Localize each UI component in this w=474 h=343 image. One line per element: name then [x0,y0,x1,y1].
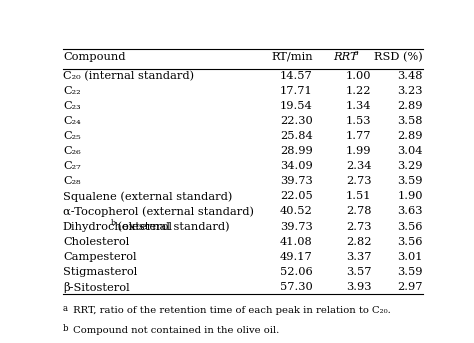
Text: 25.84: 25.84 [280,131,313,141]
Text: C₂₃: C₂₃ [63,101,81,111]
Text: 3.01: 3.01 [397,252,423,262]
Text: 28.99: 28.99 [280,146,313,156]
Text: 3.93: 3.93 [346,282,372,292]
Text: 1.00: 1.00 [346,71,372,81]
Text: RT/min: RT/min [271,52,313,62]
Text: 34.09: 34.09 [280,161,313,172]
Text: 3.58: 3.58 [397,116,423,126]
Text: 22.05: 22.05 [280,191,313,201]
Text: 2.89: 2.89 [397,101,423,111]
Text: 3.04: 3.04 [397,146,423,156]
Text: Stigmasterol: Stigmasterol [63,267,137,277]
Text: Squalene (external standard): Squalene (external standard) [63,191,232,202]
Text: 3.37: 3.37 [346,252,372,262]
Text: Dihydrocholesterol: Dihydrocholesterol [63,222,173,232]
Text: 22.30: 22.30 [280,116,313,126]
Text: a: a [63,304,68,313]
Text: 41.08: 41.08 [280,237,313,247]
Text: 39.73: 39.73 [280,176,313,186]
Text: Compound: Compound [63,52,126,62]
Text: 57.30: 57.30 [280,282,313,292]
Text: 1.77: 1.77 [346,131,372,141]
Text: 3.63: 3.63 [397,206,423,216]
Text: Cholesterol: Cholesterol [63,237,129,247]
Text: 2.78: 2.78 [346,206,372,216]
Text: 2.82: 2.82 [346,237,372,247]
Text: C₂₈: C₂₈ [63,176,81,186]
Text: 19.54: 19.54 [280,101,313,111]
Text: 3.56: 3.56 [397,222,423,232]
Text: RRT, ratio of the retention time of each peak in relation to C₂₀.: RRT, ratio of the retention time of each… [70,306,390,315]
Text: α-Tocopherol (external standard): α-Tocopherol (external standard) [63,206,254,217]
Text: C₂₇: C₂₇ [63,161,81,172]
Text: 3.59: 3.59 [397,176,423,186]
Text: 49.17: 49.17 [280,252,313,262]
Text: 39.73: 39.73 [280,222,313,232]
Text: 3.56: 3.56 [397,237,423,247]
Text: a: a [354,49,358,57]
Text: 3.29: 3.29 [397,161,423,172]
Text: RSD (%): RSD (%) [374,52,423,62]
Text: 40.52: 40.52 [280,206,313,216]
Text: 2.89: 2.89 [397,131,423,141]
Text: Compound not contained in the olive oil.: Compound not contained in the olive oil. [70,326,279,335]
Text: RRT: RRT [333,52,358,62]
Text: Campesterol: Campesterol [63,252,137,262]
Text: 3.23: 3.23 [397,86,423,96]
Text: 1.90: 1.90 [397,191,423,201]
Text: 2.34: 2.34 [346,161,372,172]
Text: 3.59: 3.59 [397,267,423,277]
Text: 1.99: 1.99 [346,146,372,156]
Text: 1.22: 1.22 [346,86,372,96]
Text: C₂₂: C₂₂ [63,86,81,96]
Text: 3.57: 3.57 [346,267,372,277]
Text: 52.06: 52.06 [280,267,313,277]
Text: β-Sitosterol: β-Sitosterol [63,282,129,293]
Text: 14.57: 14.57 [280,71,313,81]
Text: C₂₆: C₂₆ [63,146,81,156]
Text: C₂₄: C₂₄ [63,116,81,126]
Text: C₂₀ (internal standard): C₂₀ (internal standard) [63,71,194,81]
Text: 17.71: 17.71 [280,86,313,96]
Text: 1.53: 1.53 [346,116,372,126]
Text: b: b [110,219,116,227]
Text: 2.73: 2.73 [346,222,372,232]
Text: 1.51: 1.51 [346,191,372,201]
Text: 2.73: 2.73 [346,176,372,186]
Text: 1.34: 1.34 [346,101,372,111]
Text: b: b [63,324,68,333]
Text: 2.97: 2.97 [397,282,423,292]
Text: (external standard): (external standard) [114,222,230,232]
Text: 3.48: 3.48 [397,71,423,81]
Text: C₂₅: C₂₅ [63,131,81,141]
